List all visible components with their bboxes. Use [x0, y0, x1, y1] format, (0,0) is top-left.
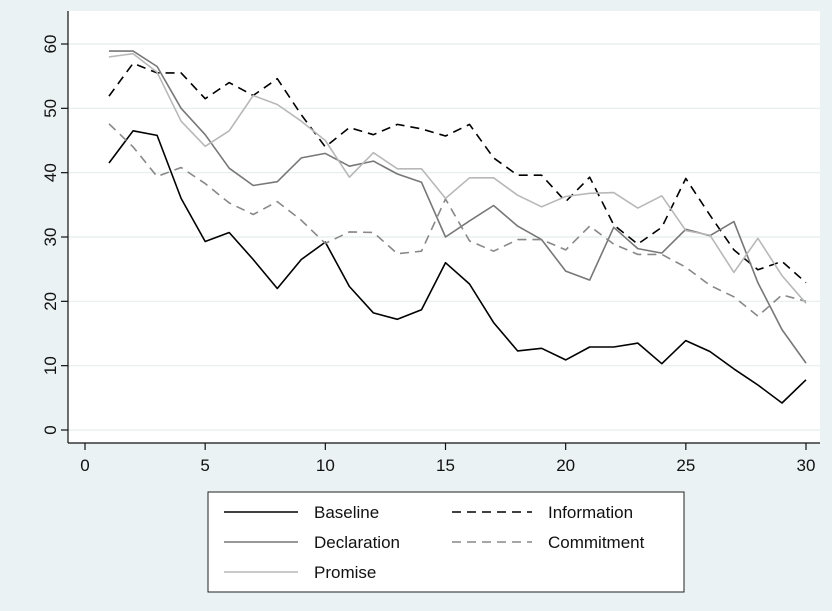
- legend-label-declaration: Declaration: [314, 533, 400, 552]
- series-lines: [108, 50, 807, 404]
- legend-label-commitment: Commitment: [548, 533, 645, 552]
- legend: Baseline Information Declaration Commitment…: [207, 491, 685, 593]
- x-tick-label: 20: [556, 456, 575, 475]
- x-tick-label: 5: [200, 456, 209, 475]
- y-tick-label: 0: [41, 425, 60, 434]
- y-tick-label: 40: [41, 163, 60, 182]
- y-tick-label: 60: [41, 35, 60, 54]
- x-tick-label: 10: [316, 456, 335, 475]
- plot-area: [68, 11, 820, 443]
- series-line-promise: [108, 52, 807, 304]
- y-tick-label: 30: [41, 228, 60, 247]
- y-tick-label: 20: [41, 292, 60, 311]
- axes: 0 10 20 30 40 50 60 0 5 10 15 20 25 30: [41, 11, 820, 475]
- x-tick-label: 30: [797, 456, 816, 475]
- series-line-commitment: [108, 123, 807, 317]
- y-tick-label: 50: [41, 99, 60, 118]
- grid: [68, 43, 820, 431]
- legend-label-information: Information: [548, 503, 633, 522]
- series-line-baseline: [108, 130, 807, 404]
- y-tick-label: 10: [41, 356, 60, 375]
- series-line-declaration: [109, 50, 807, 364]
- x-tick-label: 0: [80, 456, 89, 475]
- x-tick-label: 15: [436, 456, 455, 475]
- x-tick-label: 25: [676, 456, 695, 475]
- series-line-information: [108, 62, 807, 284]
- legend-label-promise: Promise: [314, 563, 376, 582]
- legend-label-baseline: Baseline: [314, 503, 379, 522]
